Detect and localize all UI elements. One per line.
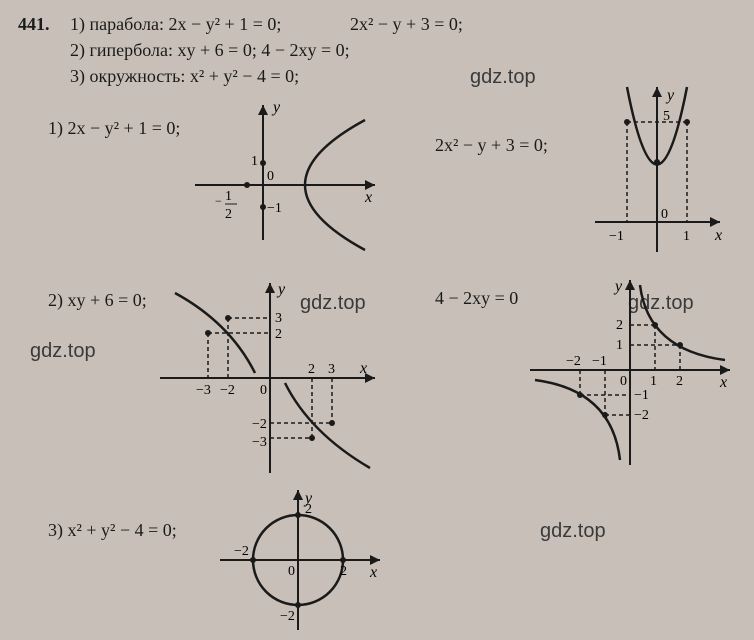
svg-text:−1: −1 [609,229,624,244]
svg-text:x: x [359,360,367,377]
svg-text:2: 2 [308,362,315,377]
svg-text:−2: −2 [234,544,249,559]
svg-text:0: 0 [288,564,295,579]
svg-text:3: 3 [328,362,335,377]
svg-text:x: x [364,189,372,206]
svg-text:1: 1 [650,374,657,389]
svg-text:y: y [665,87,675,104]
eq-4: 4 − 2xy = 0 [435,288,518,309]
line-1a: 1) парабола: 2x − y² + 1 = 0; [70,14,281,35]
graph-up-parabola: y x 5 0 −1 1 [595,82,735,262]
svg-text:−2: −2 [252,417,267,432]
line-3: 3) окружность: x² + y² − 4 = 0; [70,66,299,87]
watermark-5: gdz.top [540,520,606,543]
svg-text:y: y [276,281,286,298]
svg-text:−: − [215,194,222,208]
svg-text:−1: −1 [592,354,607,369]
line-2: 2) гипербола: xy + 6 = 0; 4 − 2xy = 0; [70,40,350,61]
svg-text:2: 2 [275,327,282,342]
watermark-1: gdz.top [470,66,536,89]
svg-text:0: 0 [661,207,668,222]
graph-hyperbola-pos: y x 2 1 −1 −2 −2 −1 0 1 2 [530,275,740,475]
svg-text:x: x [719,374,727,391]
svg-text:2: 2 [676,374,683,389]
svg-text:0: 0 [260,383,267,398]
watermark-3: gdz.top [30,340,96,363]
svg-text:−1: −1 [634,388,649,403]
svg-text:−2: −2 [220,383,235,398]
svg-text:−1: −1 [267,201,282,216]
graph-circle: y x 2 −2 −2 0 2 [220,485,390,640]
problem-number: 441. [18,14,50,35]
svg-text:y: y [613,278,623,295]
svg-text:−2: −2 [634,408,649,423]
graph-sideways-parabola: y x 0 1 −1 1 − 2 [195,100,395,255]
svg-text:2: 2 [340,564,347,579]
svg-text:3: 3 [275,311,282,326]
svg-text:−3: −3 [196,383,211,398]
svg-text:−2: −2 [280,609,295,624]
svg-text:2: 2 [305,502,312,517]
svg-text:−2: −2 [566,354,581,369]
svg-text:x: x [714,227,722,244]
svg-text:2: 2 [225,207,232,222]
svg-text:1: 1 [251,154,258,169]
svg-text:1: 1 [683,229,690,244]
eq-1: 1) 2x − y² + 1 = 0; [48,118,180,139]
svg-text:0: 0 [267,169,274,184]
svg-text:−3: −3 [252,435,267,450]
svg-text:x: x [369,564,377,581]
eq-2: 2x² − y + 3 = 0; [435,135,548,156]
eq-3: 2) xy + 6 = 0; [48,290,147,311]
svg-text:y: y [271,99,281,116]
line-1b: 2x² − y + 3 = 0; [350,14,463,35]
graph-hyperbola-neg: y x 3 2 −2 −3 −3 −2 0 2 3 [160,278,390,483]
eq-5: 3) x² + y² − 4 = 0; [48,520,177,541]
svg-text:1: 1 [225,189,232,204]
svg-text:5: 5 [663,109,670,124]
svg-text:1: 1 [616,338,623,353]
svg-text:2: 2 [616,318,623,333]
svg-text:0: 0 [620,374,627,389]
